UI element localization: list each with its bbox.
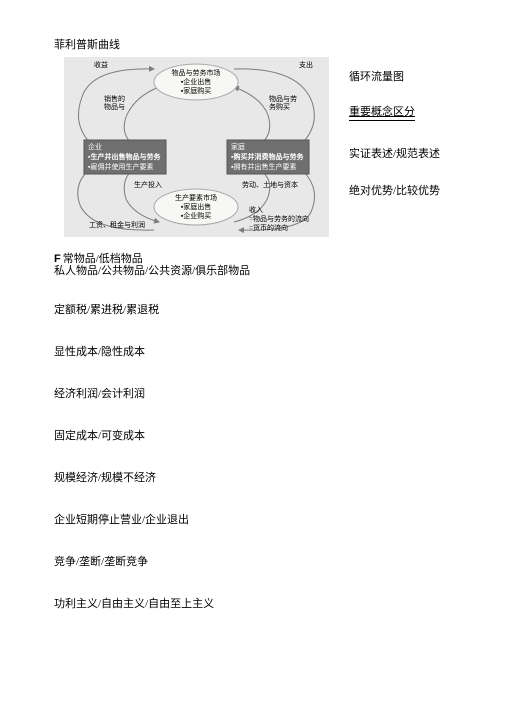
top-ellipse-l1: 物品与劳务市场 [172,68,221,77]
label-br-in: 劳动、土地与资本 [242,180,298,189]
label-bl-in: 生产投入 [134,180,162,189]
label-br-out-l3: =货币的流向 [249,223,288,232]
concept-2: 显性成本/隐性成本 [54,343,145,359]
label-tr-in-l2: 务购买 [269,102,290,111]
side-item-2: 绝对优势/比较优势 [349,182,440,198]
top-ellipse-l3: ▪家庭购买 [181,86,211,95]
concept-1: 定额税/累进税/累退税 [54,301,159,317]
side-item-1: 实证表述/规范表述 [349,145,440,161]
label-tl-in-l2: 物品与 [104,102,125,111]
concept-8: 功利主义/自由主义/自由至上主义 [54,595,214,611]
title: 菲利普斯曲线 [54,36,120,52]
left-box-l2: ▪雇佣并使用生产要素 [88,162,153,171]
label-tl-in-l1: 销售的 [104,94,125,103]
label-tr: 支出 [299,60,313,69]
label-br-out-l1: 收入 [249,205,263,214]
side-heading: 循环流量图 [349,68,404,84]
bottom-ellipse-l3: ▪企业购买 [181,211,211,220]
label-tr-in-l1: 物品与劳 [269,94,297,103]
concept-5: 规模经济/规模不经济 [54,469,156,485]
concept-6: 企业短期停止营业/企业退出 [54,511,189,527]
concept-4: 固定成本/可变成本 [54,427,145,443]
right-box-l1: ▪购买并消费物品与劳务 [231,152,304,161]
right-box-l2: ▪拥有并出售生产要素 [231,162,296,171]
left-box-title: 企业 [88,142,102,151]
label-br-out-l2: =物品与劳务的流向 [249,214,309,223]
circular-flow-diagram: 物品与劳务市场 ▪企业出售 ▪家庭购买 生产要素市场 ▪家庭出售 ▪企业购买 企… [64,57,329,237]
right-box-title: 家庭 [231,142,245,151]
concept-3: 经济利润/会计利润 [54,385,145,401]
diagram-svg: 物品与劳务市场 ▪企业出售 ▪家庭购买 生产要素市场 ▪家庭出售 ▪企业购买 企… [64,57,329,237]
label-tl: 收益 [94,60,108,69]
side-link[interactable]: 重要概念区分 [349,103,415,121]
concept-7: 竞争/垄断/垄断竞争 [54,553,148,569]
label-bl-out: 工资、租金与利润 [89,220,145,229]
bottom-ellipse-l2: ▪家庭出售 [181,202,211,211]
bottom-ellipse-l1: 生产要素市场 [175,193,217,202]
concept-line-2: 私人物品/公共物品/公共资源/俱乐部物品 [54,262,250,278]
left-box-l1: ▪生产并出售物品与劳务 [88,152,161,161]
top-ellipse-l2: ▪企业出售 [181,77,211,86]
